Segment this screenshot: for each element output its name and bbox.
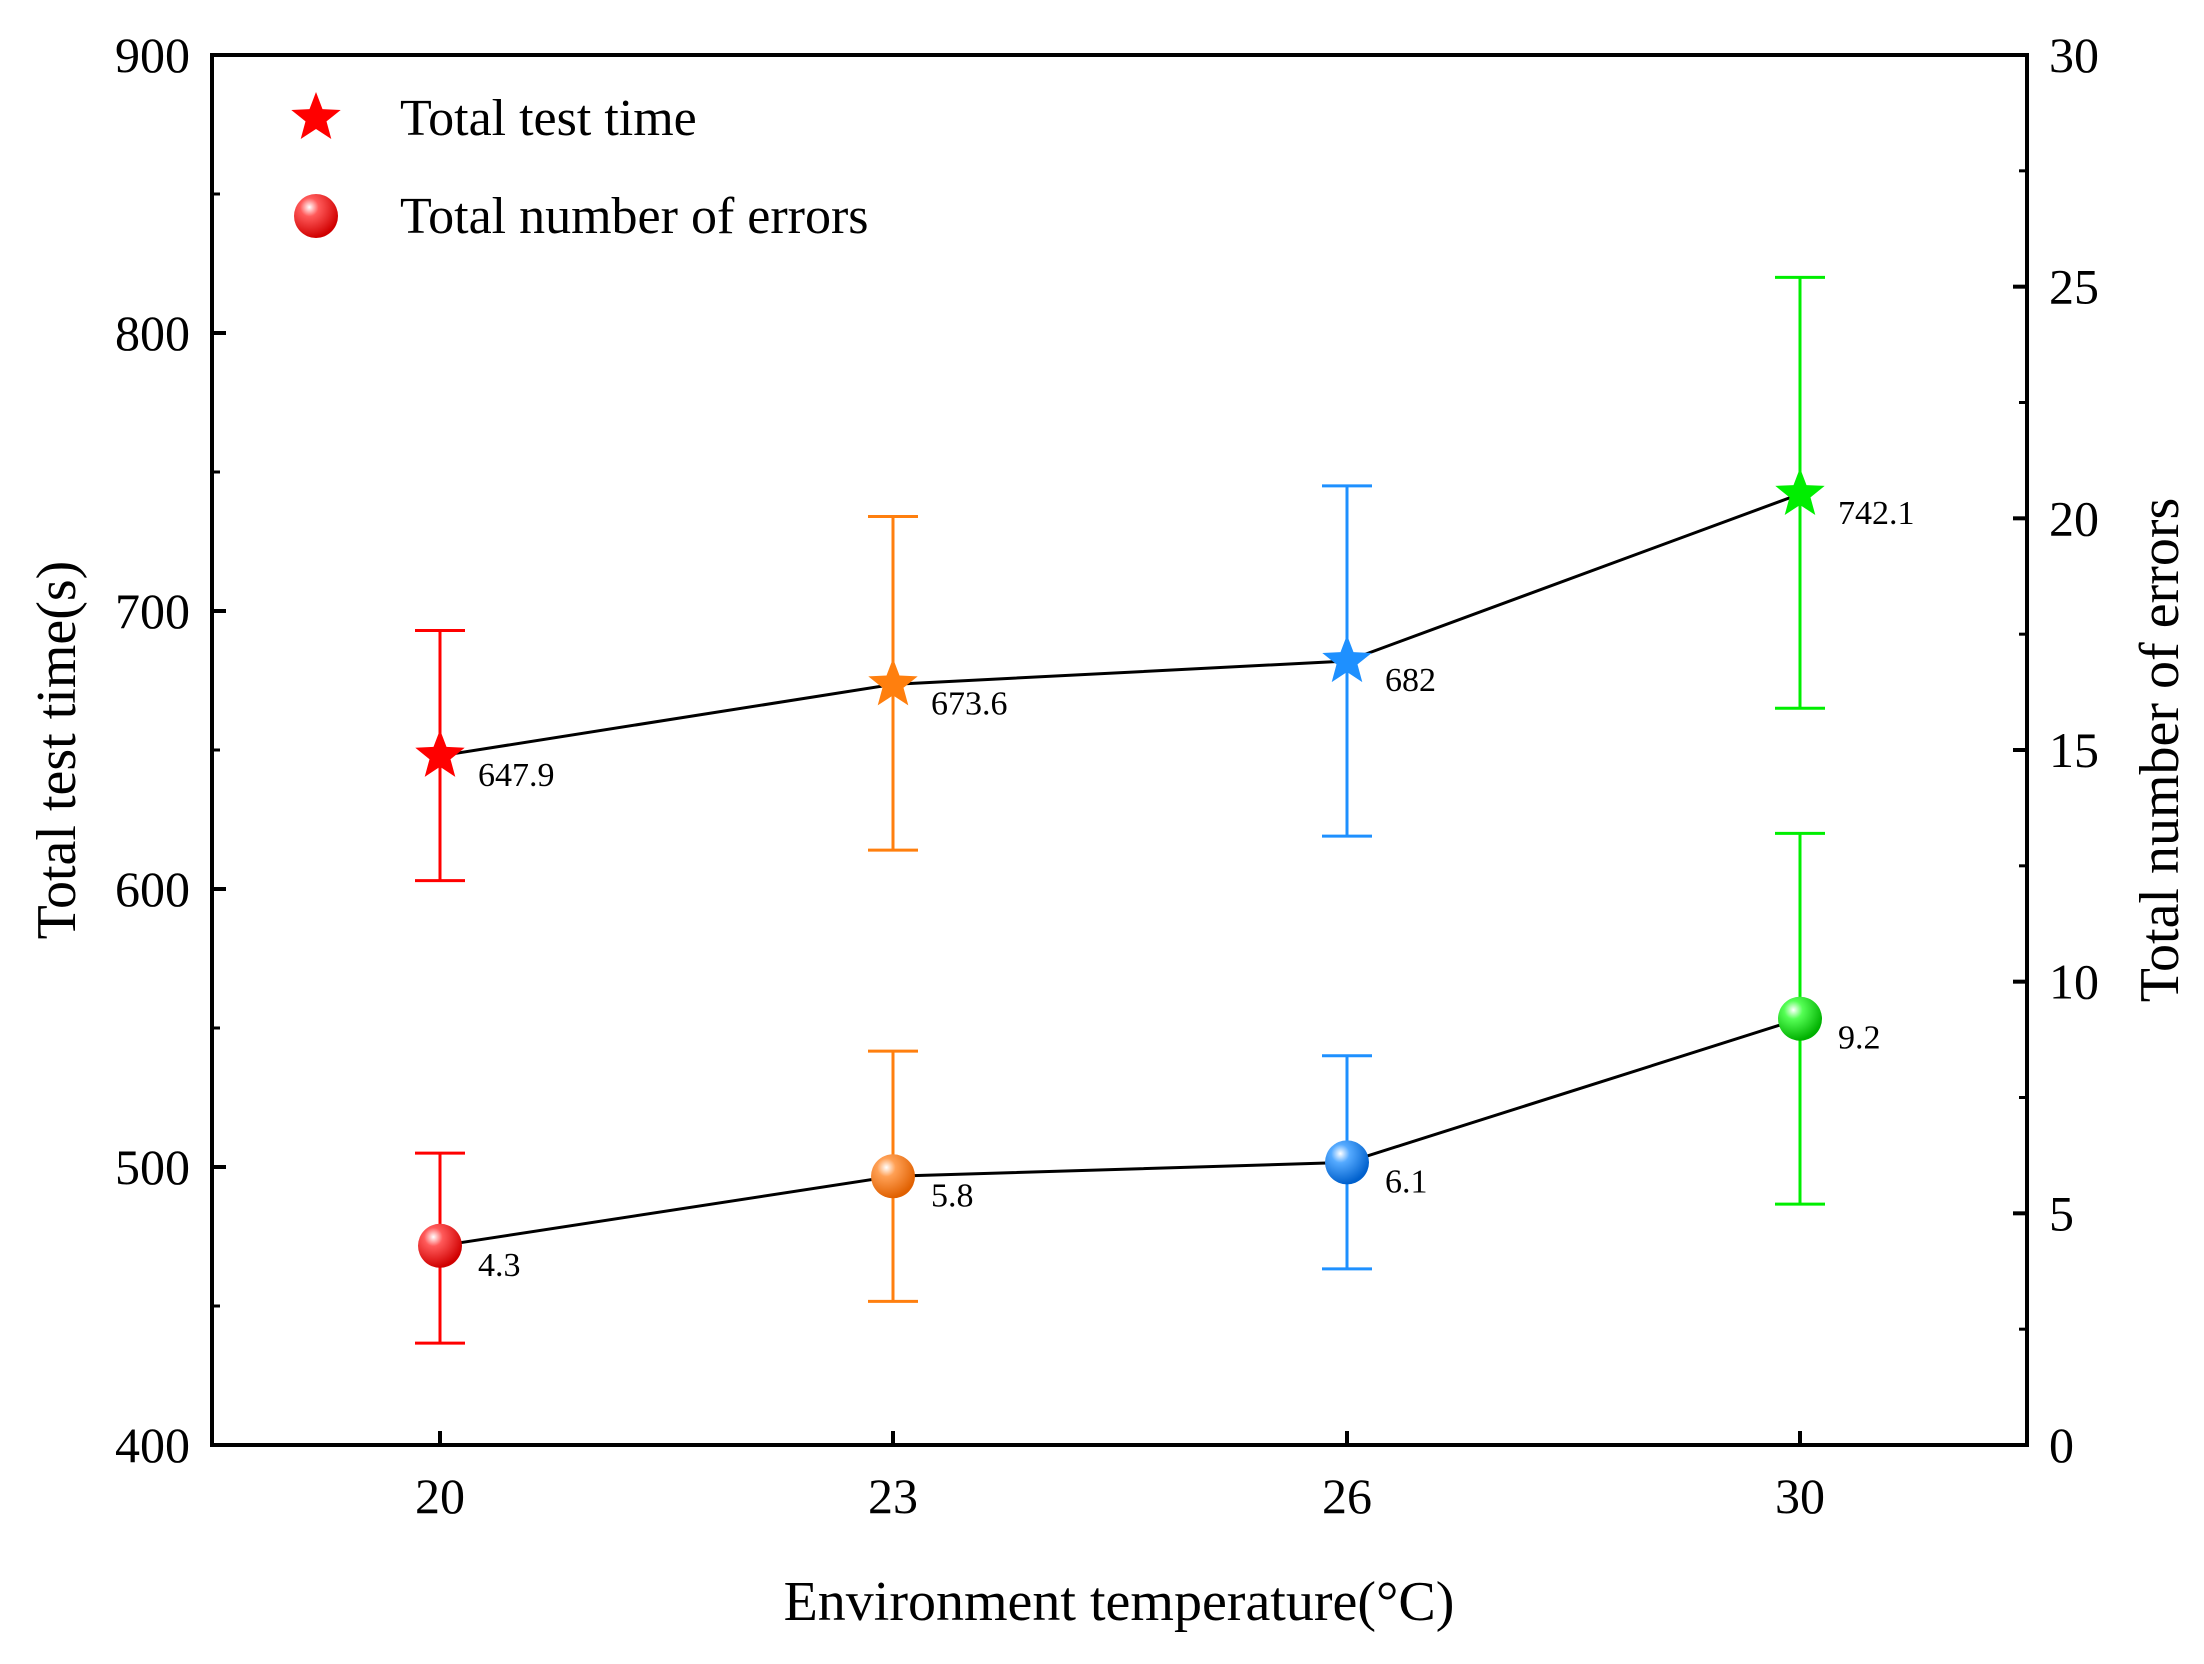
connector-line — [439, 1017, 1801, 1248]
data-label: 673.6 — [931, 685, 1008, 722]
legend-star-icon — [291, 92, 341, 139]
legend: Total test time Total number of errors — [291, 90, 869, 245]
left-tick-label: 400 — [115, 1417, 190, 1473]
connector-line — [439, 492, 1801, 758]
data-point-sphere — [871, 1154, 915, 1199]
x-tick-label: 23 — [868, 1468, 918, 1524]
data-label: 742.1 — [1838, 495, 1915, 532]
right-y-axis: 0 5 10 15 20 25 30 — [2013, 27, 2099, 1473]
series-test-time: 647.9 673.6 682 742.1 — [415, 275, 1915, 883]
data-label: 4.3 — [478, 1247, 521, 1284]
data-point-star — [415, 729, 465, 777]
data-point-sphere — [1325, 1140, 1369, 1185]
right-y-axis-title: Total number of errors — [2129, 498, 2191, 1003]
data-label: 682 — [1385, 662, 1436, 699]
data-point-sphere — [418, 1223, 462, 1268]
series-layer: 647.9 673.6 682 742.1 4.3 5.8 6.1 9.2 — [415, 275, 1915, 1345]
left-tick-label: 900 — [115, 27, 190, 83]
legend-label-errors: Total number of errors — [400, 188, 869, 245]
right-tick-label: 0 — [2049, 1417, 2074, 1473]
legend-label-test-time: Total test time — [400, 90, 697, 147]
x-tick-label: 30 — [1775, 1468, 1825, 1524]
data-label: 5.8 — [931, 1177, 974, 1214]
data-label: 6.1 — [1385, 1163, 1428, 1200]
x-axis-title: Environment temperature(°C) — [784, 1571, 1455, 1633]
right-tick-label: 15 — [2049, 722, 2099, 778]
left-tick-label: 700 — [115, 583, 190, 639]
data-point-star — [1775, 468, 1825, 515]
x-tick-label: 20 — [415, 1468, 465, 1524]
data-point-sphere — [1778, 996, 1822, 1041]
left-tick-label: 600 — [115, 861, 190, 917]
right-tick-label: 30 — [2049, 27, 2099, 83]
data-label: 647.9 — [478, 757, 555, 794]
right-tick-label: 25 — [2049, 259, 2099, 315]
x-axis: 20 23 26 30 — [415, 1431, 1825, 1524]
legend-sphere-icon — [294, 194, 338, 238]
x-tick-label: 26 — [1322, 1468, 1372, 1524]
data-point-star — [1322, 635, 1372, 683]
series-errors: 4.3 5.8 6.1 9.2 — [415, 831, 1881, 1345]
left-tick-label: 500 — [115, 1139, 190, 1195]
right-tick-label: 5 — [2049, 1185, 2074, 1241]
right-tick-label: 10 — [2049, 954, 2099, 1010]
right-tick-label: 20 — [2049, 490, 2099, 546]
left-y-axis: 400 500 600 700 800 900 — [115, 27, 226, 1473]
legend-item-test-time: Total test time — [291, 90, 697, 147]
data-point-star — [868, 658, 918, 706]
data-label: 9.2 — [1838, 1020, 1881, 1057]
legend-item-errors: Total number of errors — [294, 188, 869, 245]
left-tick-label: 800 — [115, 305, 190, 361]
left-y-axis-title: Total test time(s) — [26, 561, 88, 940]
